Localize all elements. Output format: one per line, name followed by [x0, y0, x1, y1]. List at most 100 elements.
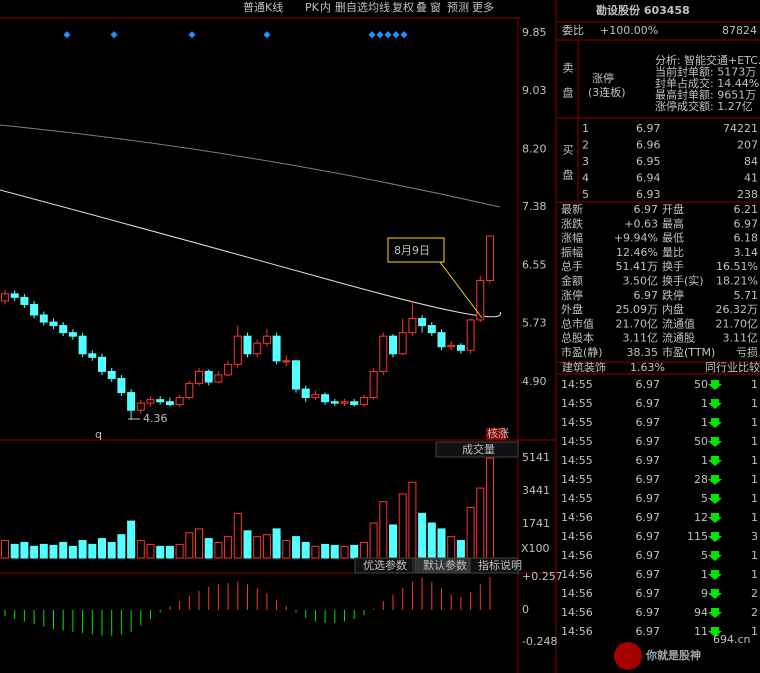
volume-bar	[447, 536, 456, 559]
watermark-site: 694.cn	[713, 633, 751, 646]
sell-info: 当前封单额: 5173万	[655, 65, 756, 79]
candle-body	[98, 356, 106, 372]
stat-label: 内盘	[662, 302, 684, 316]
tab-label[interactable]: 优选参数	[363, 558, 407, 572]
buy-price: 6.95	[636, 155, 661, 168]
tick-count: 1	[751, 454, 758, 467]
candle-body	[476, 279, 485, 321]
toolbar-item[interactable]: 预测	[447, 1, 469, 14]
tick-price: 6.97	[636, 606, 661, 619]
industry-change: 1.63%	[630, 361, 665, 374]
volume-bar	[127, 520, 136, 559]
tick-arrow	[708, 494, 722, 504]
tick-count: 1	[751, 416, 758, 429]
sell-info: 涨停成交额: 1.27亿	[655, 99, 753, 113]
candle-body	[456, 344, 465, 351]
volume-bar	[146, 543, 155, 559]
volume-title[interactable]: 成交量	[462, 442, 495, 456]
toolbar-item[interactable]: 更多	[472, 0, 494, 14]
candle-body	[195, 370, 203, 384]
toolbar-item[interactable]: 删自选	[335, 1, 368, 14]
stat-value: 6.21	[734, 203, 759, 216]
candle-body	[68, 332, 77, 337]
toolbar-item[interactable]: 均线	[368, 0, 390, 14]
tick-price: 6.97	[636, 454, 661, 467]
candle-body	[379, 335, 388, 372]
sell-info: 分析:	[655, 53, 681, 67]
volume-axis-label: 3441	[522, 484, 550, 497]
volume-bar	[98, 538, 106, 559]
stat-label: 总股本	[561, 331, 594, 345]
buy-price: 6.97	[636, 122, 661, 135]
tick-price: 6.97	[636, 435, 661, 448]
industry-compare[interactable]: 同行业比较	[705, 360, 760, 374]
toolbar-item[interactable]: 普通K线	[243, 0, 283, 14]
tick-arrow	[708, 399, 722, 409]
tab[interactable]	[469, 557, 519, 574]
stat-value: 16.51%	[716, 260, 758, 273]
candle-body	[30, 303, 39, 316]
buy-level: 5	[582, 188, 589, 201]
stat-label: 流通值	[662, 316, 695, 330]
stat-label: 总市值	[561, 316, 594, 330]
volume-bar	[30, 545, 39, 559]
stat-value: 21.70亿	[616, 317, 659, 330]
tick-time: 14:56	[561, 606, 593, 619]
tick-time: 14:55	[561, 378, 593, 391]
tick-volume: 94	[694, 606, 708, 619]
volume-bar	[476, 487, 485, 559]
volume-bar	[136, 540, 145, 559]
candle-body	[127, 392, 136, 411]
volume-bar	[59, 541, 68, 559]
volume-bar	[165, 545, 174, 559]
tick-time: 14:55	[561, 473, 593, 486]
stat-value: 5.71	[734, 289, 759, 302]
toolbar-item[interactable]: 叠	[416, 1, 427, 14]
annotation-q: q	[95, 428, 102, 441]
candle-body	[350, 401, 359, 406]
stat-value: 38.35	[627, 346, 659, 359]
toolbar-item[interactable]: 复权	[392, 0, 414, 14]
tick-arrow	[708, 532, 722, 542]
volume-bar	[117, 534, 126, 559]
price-axis-label: 9.03	[522, 84, 547, 97]
tick-price: 6.97	[636, 378, 661, 391]
candle-body	[330, 401, 339, 404]
watermark-text: 你就是股神	[645, 648, 701, 662]
volume-bar	[49, 544, 58, 559]
buy-price: 6.96	[636, 139, 661, 152]
macd-axis-label: 0	[522, 603, 529, 616]
tick-time: 14:56	[561, 549, 593, 562]
buy-level: 3	[582, 155, 589, 168]
stat-value: 25.09万	[616, 303, 659, 316]
tick-price: 6.97	[636, 397, 661, 410]
volume-bar	[185, 532, 194, 559]
candle-body	[107, 370, 116, 379]
tab[interactable]	[354, 557, 414, 574]
tick-time: 14:55	[561, 416, 593, 429]
tick-time: 14:56	[561, 625, 593, 638]
candle-body	[272, 335, 281, 362]
toolbar-item[interactable]: 窗	[430, 0, 441, 14]
tick-price: 6.97	[636, 625, 661, 638]
tick-count: 2	[751, 606, 758, 619]
candle-body	[156, 399, 165, 403]
weibi-label: 委比	[562, 24, 584, 37]
tick-time: 14:56	[561, 530, 593, 543]
tick-arrow	[708, 475, 722, 485]
toolbar-item[interactable]: PK	[305, 1, 320, 14]
tab-label[interactable]: 默认参数	[423, 558, 467, 572]
volume-bar	[369, 522, 378, 559]
toolbar-item[interactable]: 内	[320, 0, 331, 14]
tick-volume: 1	[701, 454, 708, 467]
stat-value: 3.11亿	[623, 332, 659, 345]
volume-bar	[20, 541, 29, 559]
stat-label: 外盘	[561, 302, 583, 316]
tab-label[interactable]: 指标说明	[478, 558, 522, 572]
tick-count: 1	[751, 378, 758, 391]
tick-arrow	[708, 608, 722, 618]
macd-axis-label: +0.257	[522, 570, 563, 583]
stock-name: 勘设股份 603458	[596, 3, 690, 17]
